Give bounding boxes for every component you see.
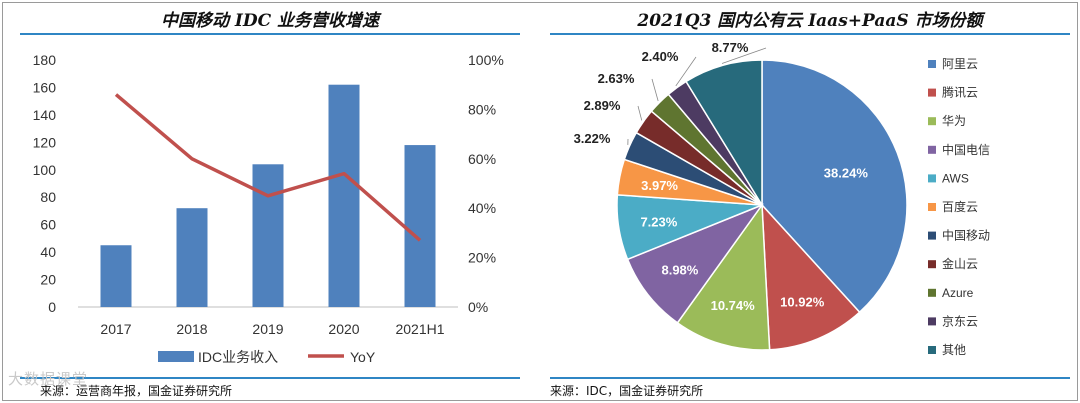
legend-swatch — [928, 174, 936, 183]
pie-slice — [761, 59, 908, 314]
legend-swatch — [928, 203, 936, 211]
legend-swatch — [928, 231, 936, 240]
slice-value-label: 7.23% — [640, 214, 677, 229]
legend-swatch — [928, 145, 936, 154]
slice-value-label: 10.92% — [780, 294, 825, 309]
watermark: 大数据课堂 — [8, 370, 89, 388]
x-tick-label: 2019 — [252, 321, 283, 337]
legend-swatch — [928, 288, 936, 297]
x-tick-label: 2021H1 — [395, 321, 444, 337]
legend-label: 华为 — [942, 114, 966, 128]
legend-label: 中国电信 — [942, 142, 990, 157]
pie-chart: 38.24% 10.92% 10.74% 8.98% 7.23% 3.97% 3.22% 2.… — [574, 40, 990, 357]
y-left-tick-label: 120 — [33, 134, 57, 150]
slice-value-label: 3.97% — [641, 178, 678, 193]
slice-value-label: 2.89% — [584, 98, 621, 113]
legend-label: 京东云 — [942, 314, 978, 328]
revenue-bar — [404, 145, 436, 307]
left-title-rule — [20, 33, 520, 35]
y-left-tick-label: 60 — [40, 217, 56, 233]
y-right-tick-label: 0% — [468, 299, 488, 315]
y-left-tick-label: 20 — [40, 272, 56, 288]
pie-slice — [685, 59, 763, 208]
pie-slice — [626, 203, 765, 324]
leader-line — [721, 47, 767, 64]
y-left-tick-label: 80 — [40, 189, 56, 205]
revenue-bar — [328, 84, 360, 307]
y-left-tick-label: 160 — [33, 79, 57, 95]
legend-swatch — [928, 346, 936, 354]
leader-line — [675, 56, 697, 87]
y-left-tick-label: 40 — [40, 244, 56, 260]
right-chart-panel: 2021Q3 国内公有云 Iaas+PaaS 市场份额 38.24% 10.92%… — [540, 0, 1080, 403]
legend-swatch-revenue — [158, 351, 194, 362]
slice-value-label: 38.24% — [824, 166, 869, 181]
legend-swatch — [928, 60, 936, 68]
right-chart-title: 2021Q3 国内公有云 Iaas+PaaS 市场份额 — [637, 11, 983, 31]
legend-label: 阿里云 — [942, 57, 978, 71]
legend-label: 中国移动 — [942, 228, 990, 243]
legend-swatch — [928, 317, 936, 326]
legend-swatch — [928, 88, 936, 97]
left-source-rule — [20, 377, 520, 379]
revenue-bar — [100, 245, 132, 307]
legend-swatch — [928, 117, 936, 126]
y-left-tick-label: 100 — [33, 162, 57, 178]
slice-value-label: 2.63% — [598, 71, 635, 86]
y-left-tick-label: 140 — [33, 107, 57, 123]
y-left-tick-label: 0 — [48, 299, 56, 315]
right-title-rule — [550, 33, 1070, 35]
revenue-bar — [252, 164, 284, 307]
legend-label: AWS — [942, 171, 969, 185]
slice-value-label: 3.22% — [574, 131, 611, 146]
legend-label: 金山云 — [942, 256, 978, 271]
y-right-tick-label: 100% — [468, 52, 504, 68]
slice-value-label: 2.40% — [642, 49, 679, 64]
legend-label: 腾讯云 — [942, 85, 978, 100]
y-right-tick-label: 40% — [468, 200, 496, 216]
legend-label: 百度云 — [942, 199, 978, 214]
x-tick-label: 2017 — [100, 321, 131, 337]
y-left-tick-label: 180 — [33, 52, 57, 68]
left-chart-title: 中国移动 IDC 业务营收增速 — [160, 11, 380, 31]
yoy-line — [114, 93, 422, 242]
leader-line — [637, 105, 643, 121]
legend-label: 其他 — [942, 343, 966, 357]
leader-line — [651, 78, 659, 102]
slice-value-label: 8.98% — [661, 263, 698, 278]
x-tick-label: 2018 — [176, 321, 207, 337]
y-right-tick-label: 80% — [468, 101, 496, 117]
revenue-bar — [176, 208, 208, 307]
combo-chart: 0 20 40 60 80 100 120 140 160 180 0% 20% 40% 60% 80% 10… — [33, 52, 504, 365]
legend-label-yoy: YoY — [350, 349, 376, 365]
slice-value-label: 10.74% — [711, 298, 756, 313]
right-source-rule — [550, 377, 1070, 379]
y-right-tick-label: 60% — [468, 151, 496, 167]
legend-label-revenue: IDC业务收入 — [198, 349, 278, 365]
legend-label: Azure — [942, 286, 974, 300]
left-source-note: 来源：运营商年报，国金证券研究所 — [40, 384, 233, 398]
pie-slice — [761, 202, 861, 351]
right-source-note: 来源：IDC，国金证券研究所 — [550, 384, 704, 398]
left-chart-panel: 中国移动 IDC 业务营收增速 0 20 40 60 80 100 120 140 160 180… — [8, 11, 520, 398]
x-tick-label: 2020 — [328, 321, 359, 337]
y-right-tick-label: 20% — [468, 250, 496, 266]
pie-slice — [676, 202, 771, 351]
legend-swatch — [928, 260, 936, 269]
slice-value-label: 8.77% — [712, 40, 749, 55]
